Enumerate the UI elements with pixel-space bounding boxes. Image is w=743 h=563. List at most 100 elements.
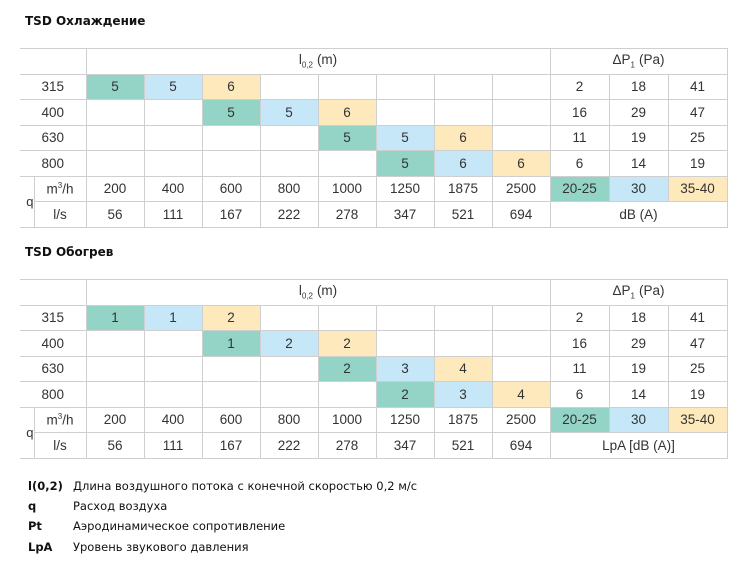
empty-cell [491,330,551,357]
unit-cell: m3/h [33,175,87,202]
pressure-cell: 2 [549,304,610,331]
empty-cell [143,99,203,126]
flow-m3h: 200 [85,175,145,202]
data-table: l0,2 (m) ΔP1 (Pa) 315 1 1 2 2 18 41 400 1 2 2 16 29 47 630… [20,279,728,459]
size-cell: 400 [20,330,87,357]
size-row: 630 2 3 4 11 19 25 [20,355,728,382]
empty-cell [201,381,261,408]
legend-term: l(0,2) [28,479,63,493]
flow-ls: 347 [375,432,435,459]
header-row: l0,2 (m) ΔP1 (Pa) [20,279,728,306]
legend-term: q [28,499,37,513]
empty-cell [491,73,551,100]
flow-symbol: q [20,175,35,228]
unit-main: m [46,181,58,197]
empty-cell [259,381,319,408]
empty-cell [433,99,493,126]
header-cell: ΔP1 (Pa) [549,279,728,306]
throw-cell: 3 [375,355,435,382]
size-cell: 800 [20,381,87,408]
pressure-cell: 6 [549,150,610,177]
pressure-cell: 11 [549,124,610,151]
size-cell: 400 [20,99,87,126]
flow-m3h: 1875 [433,175,493,202]
empty-cell [259,124,319,151]
empty-cell [375,99,435,126]
flow-ls: 278 [317,201,377,228]
flow-row: q m3/h 200 400 600 800 1000 1250 1875 2500 20-25 30… [20,406,728,459]
table-body: l0,2 (m) ΔP1 (Pa) 315 1 1 2 2 18 41 400 1 2 2 16 29 47 630… [20,279,728,459]
size-row: 400 5 5 6 16 29 47 [20,99,728,126]
flow-ls: 222 [259,201,319,228]
pressure-cell: 2 [549,73,610,100]
flow-m3h: 2500 [491,406,551,433]
empty-cell [259,355,319,382]
size-cell: 315 [20,304,87,331]
sound-label: LpA [dB (A)] [549,432,728,459]
pressure-cell: 11 [549,355,610,382]
empty-cell [317,150,377,177]
unit-cell: l/s [34,201,87,228]
flow-ls: 167 [201,432,261,459]
pressure-cell: 25 [667,355,728,382]
empty-cell [259,304,319,331]
size-cell: 630 [20,124,87,151]
size-row: 315 1 1 2 2 18 41 [20,304,728,331]
flow-m3h: 800 [259,406,319,433]
empty-cell [143,150,203,177]
empty-cell [375,330,435,357]
empty-cell [85,330,145,357]
empty-cell [143,381,203,408]
flow-m3h: 1000 [317,406,377,433]
pressure-cell: 25 [667,124,728,151]
throw-cell: 5 [375,124,435,151]
pressure-cell: 18 [608,304,669,331]
legend-text: Уровень звукового давления [73,540,249,554]
empty-cell [317,73,377,100]
flow-m3h: 1250 [375,406,435,433]
empty-cell [317,304,377,331]
empty-cell [201,355,261,382]
legend-text: Длина воздушного потока с конечной скоро… [73,479,418,493]
pressure-cell: 41 [667,304,728,331]
flow-row: q m3/h 200 400 600 800 1000 1250 1875 2500 20-25 30… [20,175,728,228]
flow-ls: 347 [375,201,435,228]
table-body: l0,2 (m) ΔP1 (Pa) 315 5 5 6 2 18 41 400 5 5 6 16 29 47 630… [20,48,728,228]
legend-text: Аэродинамическое сопротивление [73,519,286,533]
legend-term: LpA [28,540,53,554]
table-title: TSD Охлаждение [25,14,146,28]
empty-cell [433,304,493,331]
throw-cell: 5 [85,73,145,100]
flow-ls: 694 [491,201,551,228]
flow-m3h: 2500 [491,175,551,202]
size-cell: 630 [20,355,87,382]
empty-cell [491,304,551,331]
size-cell: 315 [20,73,87,100]
header-cell: ΔP1 (Pa) [549,48,728,75]
level-cell: 30 [608,175,669,202]
flow-ls: 111 [143,432,203,459]
throw-cell: 5 [143,73,203,100]
throw-cell: 6 [433,124,493,151]
empty-cell [491,99,551,126]
level-cell: 20-25 [549,175,610,202]
throw-cell: 2 [201,304,261,331]
flow-ls: 222 [259,432,319,459]
header-symbol: ΔP [612,283,631,299]
header-cell: l0,2 (m) [85,279,551,306]
flow-m3h: 1875 [433,406,493,433]
throw-cell: 2 [259,330,319,357]
empty-cell [375,73,435,100]
legend-row: q Расход воздуха [0,499,743,517]
unit-cell: m3/h [33,406,87,433]
table-title: TSD Обогрев [25,245,114,259]
size-row: 315 5 5 6 2 18 41 [20,73,728,100]
pressure-cell: 19 [608,124,669,151]
empty-cell [85,381,145,408]
pressure-cell: 47 [667,99,728,126]
empty-cell [201,150,261,177]
unit-cell: l/s [34,432,87,459]
flow-ls: 167 [201,201,261,228]
legend-term: Pt [28,519,42,533]
